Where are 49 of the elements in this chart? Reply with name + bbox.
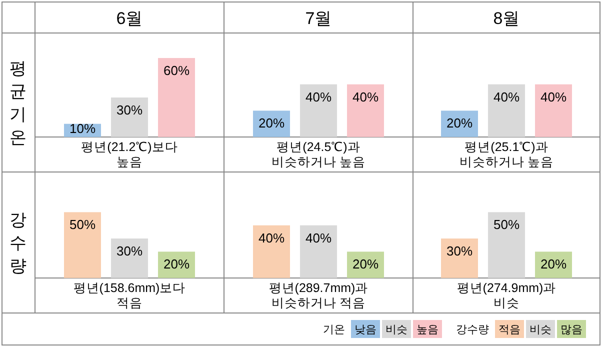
x-tick-label: 6월 <box>116 9 143 28</box>
data-label: 20% <box>258 116 285 131</box>
bar <box>158 58 195 137</box>
data-label: 40% <box>258 230 285 246</box>
data-label: 40% <box>305 89 332 104</box>
y-axis-title: 강수량 <box>10 210 26 276</box>
data-label: 40% <box>352 89 379 104</box>
data-label: 20% <box>540 256 567 272</box>
data-label: 20% <box>446 116 473 131</box>
text: 높음 <box>416 324 438 336</box>
bar <box>347 84 384 137</box>
text: 평년(289.7mm)과 비슷하거나 적음 <box>268 281 368 310</box>
text: 평년(158.6mm)보다 적음 <box>73 281 186 310</box>
data-label: 50% <box>493 217 520 232</box>
data-label: 40% <box>493 89 520 104</box>
bar <box>111 98 148 137</box>
bar <box>253 225 290 278</box>
data-label: 50% <box>69 217 96 232</box>
data-label: 30% <box>446 244 473 258</box>
x-tick-label: 8월 <box>493 9 520 28</box>
data-label: 60% <box>163 63 190 78</box>
text: 평년(21.2℃)보다 높음 <box>81 140 178 169</box>
text: 비슷 <box>530 324 552 336</box>
data-label: 10% <box>69 121 96 136</box>
legend-title: 강수량 <box>456 324 489 336</box>
text: 비슷 <box>386 324 408 336</box>
bar <box>111 238 148 278</box>
bar <box>488 212 525 278</box>
bar <box>441 238 478 278</box>
text: 평년(25.1℃)과 비슷하거나 높음 <box>459 140 554 169</box>
data-label: 20% <box>352 256 379 272</box>
bar <box>64 212 101 278</box>
legend-title: 기온 <box>323 324 345 336</box>
bar <box>300 225 337 278</box>
bar <box>488 84 525 137</box>
text: 평년(274.9mm)과 비슷 <box>456 281 556 310</box>
data-label: 40% <box>540 89 567 104</box>
y-axis-title: 평균기온 <box>10 59 26 147</box>
bar <box>535 84 572 137</box>
text: 낮음 <box>354 324 376 336</box>
text: 적음 <box>498 324 520 336</box>
bar <box>300 84 337 137</box>
text: 평년(24.5℃)과 비슷하거나 높음 <box>271 140 366 169</box>
data-label: 30% <box>116 102 143 118</box>
data-label: 20% <box>163 256 190 272</box>
data-label: 40% <box>305 230 332 246</box>
x-tick-label: 7월 <box>305 9 332 28</box>
text: 많음 <box>560 324 582 336</box>
data-label: 30% <box>116 244 143 258</box>
